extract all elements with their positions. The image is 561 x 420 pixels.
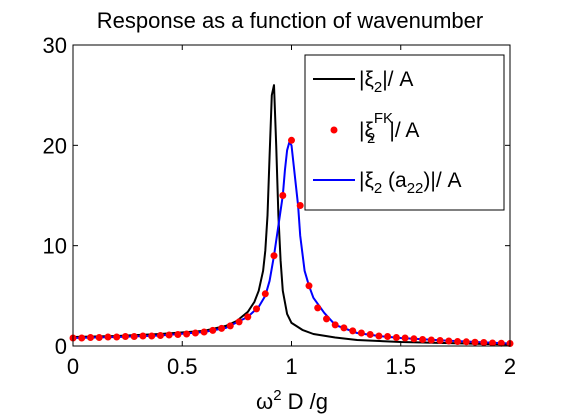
x-tick-label: 0 [67, 354, 79, 379]
series-2-point [401, 334, 409, 342]
series-2-point [366, 331, 374, 338]
series-2-point [183, 330, 191, 338]
series-2-point [279, 192, 287, 199]
series-2-point [139, 332, 147, 340]
series-2-point [375, 332, 383, 340]
series-2-point [253, 305, 260, 313]
series-2-point [323, 315, 330, 323]
series-3-line [72, 141, 511, 345]
series-2-point [78, 334, 86, 342]
series-2-point [454, 338, 462, 345]
series-2-point [148, 332, 156, 340]
legend-label-series-3: |ξ2 (a22)|/ A [359, 169, 462, 197]
legend-label-series-2: |ξFK 2 |/ A [359, 110, 419, 147]
legend-label-series-1: |ξ2|/ A [359, 68, 413, 96]
series-2-point [244, 313, 252, 321]
series-2-point [331, 321, 339, 329]
x-axis-label: ω2 D /g [256, 387, 328, 414]
series-2-point [392, 334, 400, 341]
series-2-point [384, 333, 392, 340]
x-axis-label-sup: 2 [273, 387, 281, 404]
chart-title: Response as a function of wavenumber [97, 8, 483, 33]
series-2-point [104, 333, 112, 341]
series-2-point [87, 334, 94, 341]
series-2-point [270, 252, 278, 260]
series-2-point [218, 324, 226, 332]
series-2-point [200, 328, 208, 336]
series-2-point [288, 136, 295, 144]
x-axis-label-rest: D /g [282, 389, 328, 414]
series-2-point [462, 338, 470, 346]
x-tick-label: 1.5 [385, 354, 416, 379]
series-2-point [121, 333, 129, 340]
y-tick-label: 10 [43, 234, 67, 259]
y-tick-label: 0 [55, 334, 67, 359]
series-layer [69, 84, 514, 347]
legend-swatch-series-2 [330, 126, 338, 134]
series-2-point [489, 339, 496, 347]
series-2-point [156, 332, 164, 339]
y-tick-label: 30 [43, 33, 67, 58]
series-2-point [349, 327, 357, 335]
legend: |ξ2|/ A |ξFK 2 |/ A |ξ2 (a22)|/ A [304, 54, 505, 211]
legend-box [304, 54, 505, 211]
series-2-point [296, 202, 304, 209]
series-2-point [314, 304, 322, 312]
series-2-point [113, 333, 121, 341]
series-2-point [497, 339, 505, 347]
series-2-point [340, 324, 348, 332]
series-2-point [191, 329, 199, 337]
series-2-point [471, 338, 479, 346]
series-2-point [209, 326, 217, 334]
series-2-point [261, 290, 269, 298]
series-2-point [445, 337, 453, 345]
series-2-point [427, 336, 435, 344]
series-2-point [165, 331, 173, 339]
series-2-point [436, 337, 444, 344]
x-tick-label: 0.5 [167, 354, 198, 379]
x-tick-label: 2 [504, 354, 516, 379]
x-tick-label: 1 [285, 354, 297, 379]
series-2-point [130, 333, 138, 340]
series-2-point [95, 334, 103, 341]
y-tick-label: 20 [43, 133, 67, 158]
series-2-point [357, 329, 365, 337]
series-2-point [410, 335, 418, 343]
series-2-point [174, 331, 182, 338]
series-2-point [480, 339, 488, 346]
series-2-point [419, 336, 427, 343]
series-2-point [305, 282, 313, 290]
series-2-point [226, 322, 234, 330]
x-axis-label-base: ω [256, 389, 273, 414]
series-2-point [235, 318, 243, 326]
